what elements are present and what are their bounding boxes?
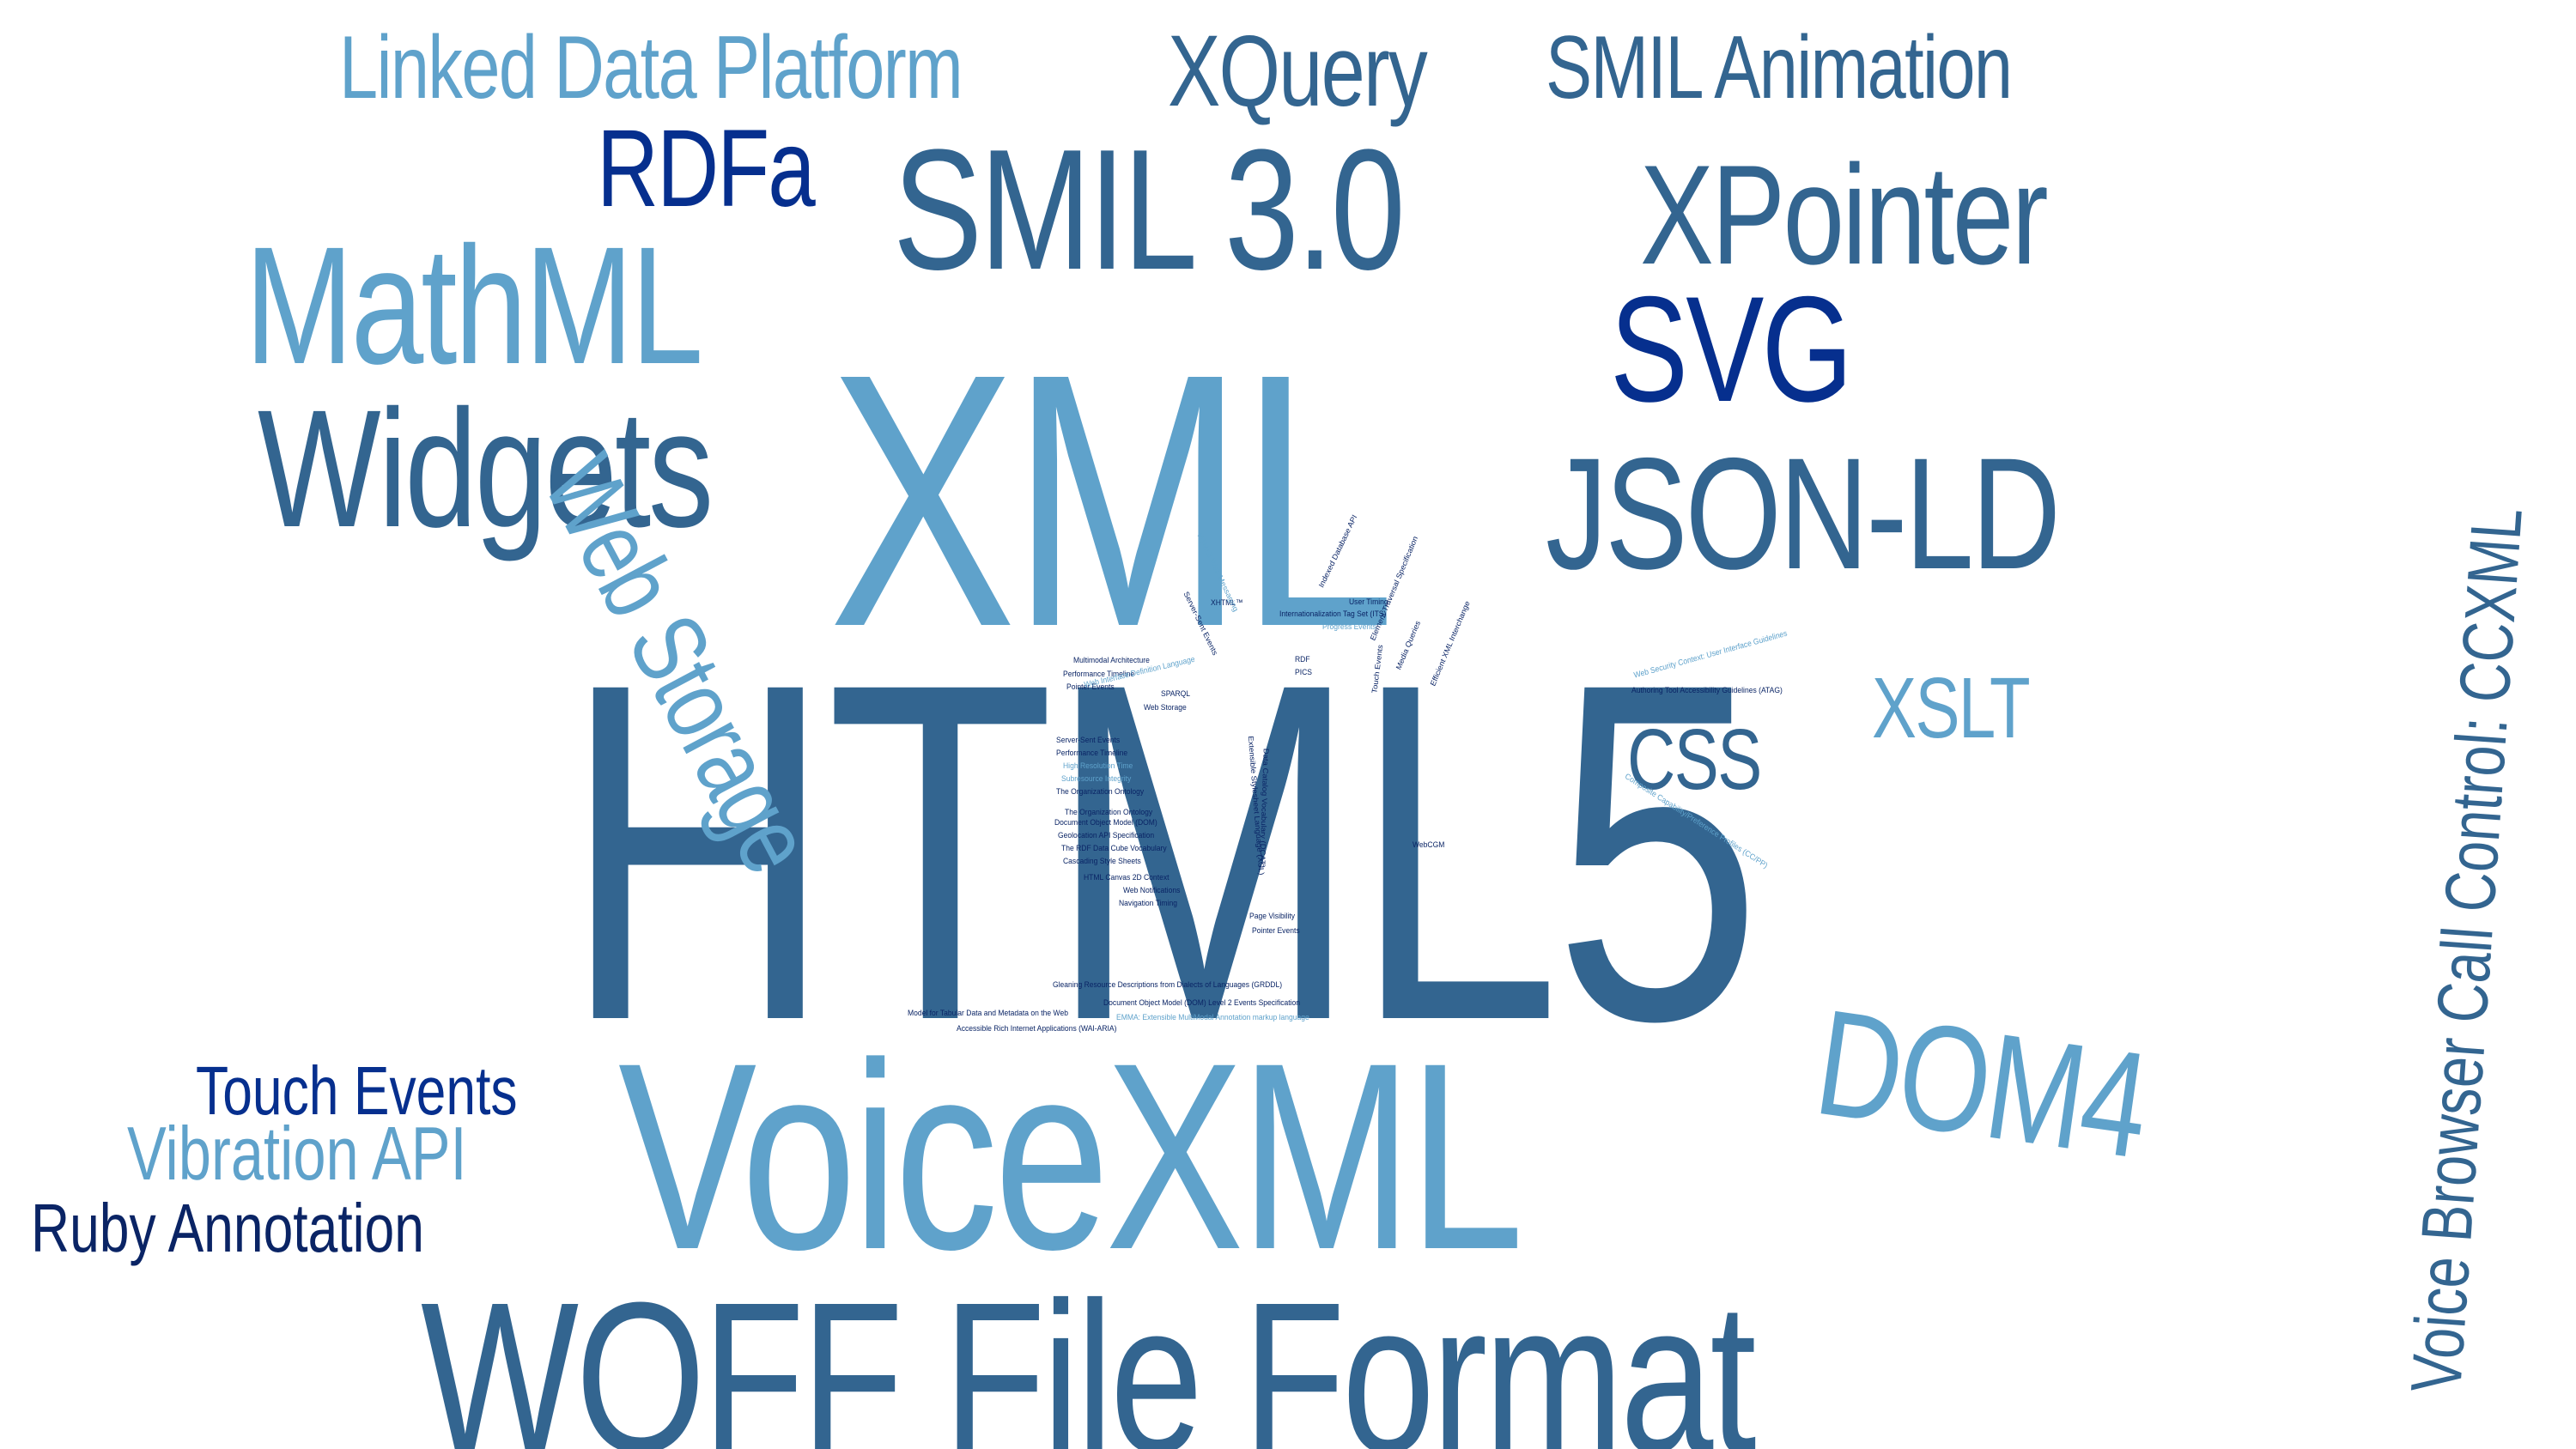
small-word: Navigation Timing: [1119, 899, 1177, 909]
small-word: Document Object Model (DOM): [1054, 818, 1157, 828]
small-word: Web Storage: [1144, 703, 1187, 713]
small-word: Internationalization Tag Set (ITS): [1279, 609, 1387, 620]
small-word: The Organization Ontology: [1056, 787, 1145, 797]
small-word: Cascading Style Sheets: [1063, 857, 1141, 867]
dom4-word: DOM4: [1807, 979, 2157, 1191]
small-word: Geolocation API Specification: [1058, 831, 1155, 841]
ruby-word: Ruby Annotation: [31, 1190, 424, 1266]
ldp-word: Linked Data Platform: [339, 17, 963, 118]
small-word: Authoring Tool Accessibility Guidelines …: [1631, 686, 1783, 696]
small-word: Document Object Model (DOM) Level 2 Even…: [1103, 998, 1301, 1009]
small-word: Progress Events: [1322, 622, 1376, 633]
css-word: CSS: [1627, 712, 1762, 808]
small-word: Gleaning Resource Descriptions from Dial…: [1053, 980, 1283, 991]
xpointer-word: XPointer: [1640, 136, 2049, 294]
small-word: The RDF Data Cube Vocabulary: [1061, 844, 1167, 854]
xml-word: XML: [829, 300, 1395, 702]
small-word: EMMA: Extensible MultiModal Annotation m…: [1116, 1013, 1309, 1023]
small-word: The Organization Ontology: [1065, 808, 1153, 818]
xslt-word: XSLT: [1872, 660, 2031, 756]
smilanim-word: SMIL Animation: [1546, 17, 2013, 118]
small-word: Pointer Events: [1066, 682, 1115, 693]
small-word: High Resolution Time: [1063, 761, 1133, 772]
small-word: HTML Canvas 2D Context: [1084, 873, 1170, 883]
rdfa-word: RDFa: [597, 106, 816, 230]
small-word: Server-Sent Events: [1056, 736, 1121, 746]
small-word: Pointer Events: [1252, 926, 1300, 937]
ccxml-word: Voice Browser Call Control: CCXML: [2396, 505, 2537, 1395]
smil3-word: SMIL 3.0: [893, 114, 1406, 306]
small-word: RDF: [1295, 655, 1310, 665]
small-word: Accessible Rich Internet Applications (W…: [957, 1024, 1117, 1034]
small-word: WebCGM: [1413, 840, 1445, 851]
small-word: Model for Tabular Data and Metadata on t…: [908, 1009, 1068, 1019]
small-word: Web Notifications: [1123, 886, 1181, 896]
small-word: Page Visibility: [1249, 912, 1296, 922]
small-word: Subresource Integrity: [1061, 774, 1132, 785]
small-word: User Timing: [1349, 597, 1388, 608]
voicexml-word: VoiceXML: [618, 1007, 1524, 1305]
small-word: Multimodal Architecture: [1073, 656, 1150, 666]
jsonld-word: JSON-LD: [1546, 426, 2061, 603]
woff-word: WOFF File Format: [421, 1258, 1757, 1449]
widgets-word: Widgets: [258, 375, 714, 562]
small-word: Performance Timeline: [1063, 670, 1135, 680]
small-word: Performance Timeline: [1056, 749, 1128, 759]
xquery-word: XQuery: [1168, 14, 1428, 128]
html5-word: HTML5: [562, 583, 1762, 1120]
small-word: PICS: [1295, 668, 1312, 678]
touchevents-word: Touch Events: [196, 1052, 518, 1129]
small-word: SPARQL: [1161, 689, 1191, 700]
mathml-word: MathML: [245, 212, 703, 399]
vibration-word: Vibration API: [127, 1110, 467, 1196]
svg-word: SVG: [1610, 266, 1853, 433]
small-word: XHTML™: [1211, 598, 1243, 609]
